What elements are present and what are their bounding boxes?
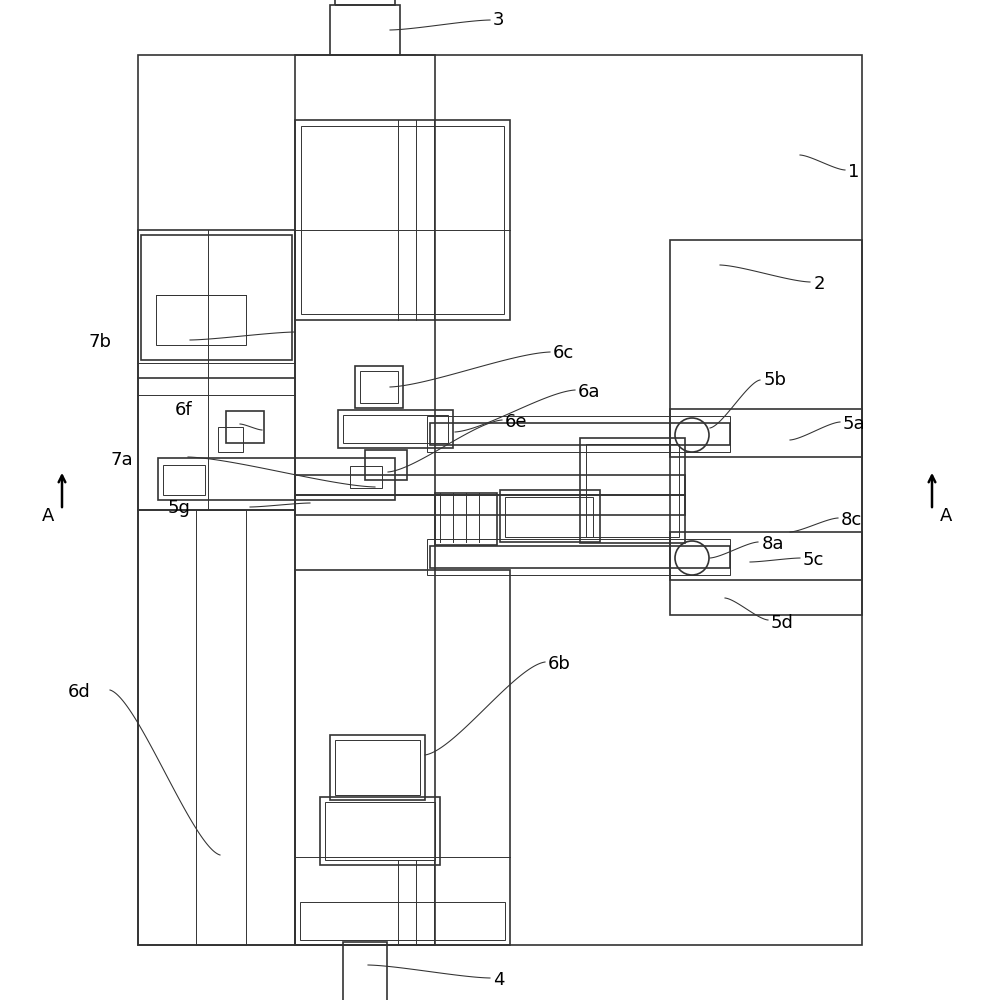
Bar	[365, 450, 407, 480]
Bar	[138, 510, 295, 945]
Bar	[435, 493, 497, 545]
Bar	[300, 902, 505, 940]
Bar	[138, 230, 295, 510]
Text: 8a: 8a	[762, 535, 785, 553]
Text: 6c: 6c	[553, 344, 574, 362]
Bar	[141, 235, 292, 360]
Bar	[430, 423, 730, 445]
Bar	[330, 735, 425, 800]
Bar	[335, 0, 395, 5]
Text: 6a: 6a	[578, 383, 600, 401]
Bar	[505, 497, 593, 537]
Bar	[295, 55, 435, 945]
Bar	[301, 126, 504, 314]
Text: 7b: 7b	[88, 333, 111, 351]
Text: 8c: 8c	[841, 511, 862, 529]
Bar	[196, 510, 246, 945]
Bar	[670, 409, 862, 457]
Text: 7a: 7a	[110, 451, 133, 469]
Text: 5g: 5g	[168, 499, 190, 517]
Bar	[430, 546, 730, 568]
Text: 6f: 6f	[175, 401, 192, 419]
Bar	[226, 411, 264, 443]
Bar	[338, 410, 453, 448]
Text: 5c: 5c	[803, 551, 824, 569]
Bar	[427, 416, 730, 452]
Bar	[580, 438, 685, 543]
Bar	[355, 366, 403, 408]
Text: 4: 4	[493, 971, 505, 989]
Bar	[330, 5, 400, 55]
Text: A: A	[939, 507, 952, 525]
Text: 6e: 6e	[505, 413, 528, 431]
Bar	[295, 570, 510, 945]
Text: 5d: 5d	[771, 614, 794, 632]
Bar	[295, 120, 510, 320]
Bar	[335, 740, 420, 795]
Bar	[320, 797, 440, 865]
Text: 5a: 5a	[843, 415, 866, 433]
Bar	[138, 55, 862, 945]
Bar	[427, 539, 730, 575]
Bar	[360, 371, 398, 403]
Bar	[158, 458, 395, 500]
Text: 2: 2	[814, 275, 825, 293]
Bar	[500, 490, 600, 542]
Text: 6b: 6b	[548, 655, 570, 673]
Bar	[343, 942, 387, 1000]
Bar	[295, 475, 685, 495]
Text: 5b: 5b	[764, 371, 787, 389]
Bar	[670, 532, 862, 580]
Bar	[218, 427, 243, 452]
Bar	[670, 240, 862, 615]
Text: 6d: 6d	[68, 683, 90, 701]
Text: 1: 1	[848, 163, 859, 181]
Text: A: A	[42, 507, 55, 525]
Bar	[350, 466, 382, 488]
Bar	[325, 802, 435, 860]
Bar	[586, 444, 679, 537]
Bar	[295, 495, 685, 515]
Bar	[343, 415, 448, 443]
Text: 3: 3	[493, 11, 505, 29]
Bar	[163, 465, 205, 495]
Bar	[156, 295, 246, 345]
